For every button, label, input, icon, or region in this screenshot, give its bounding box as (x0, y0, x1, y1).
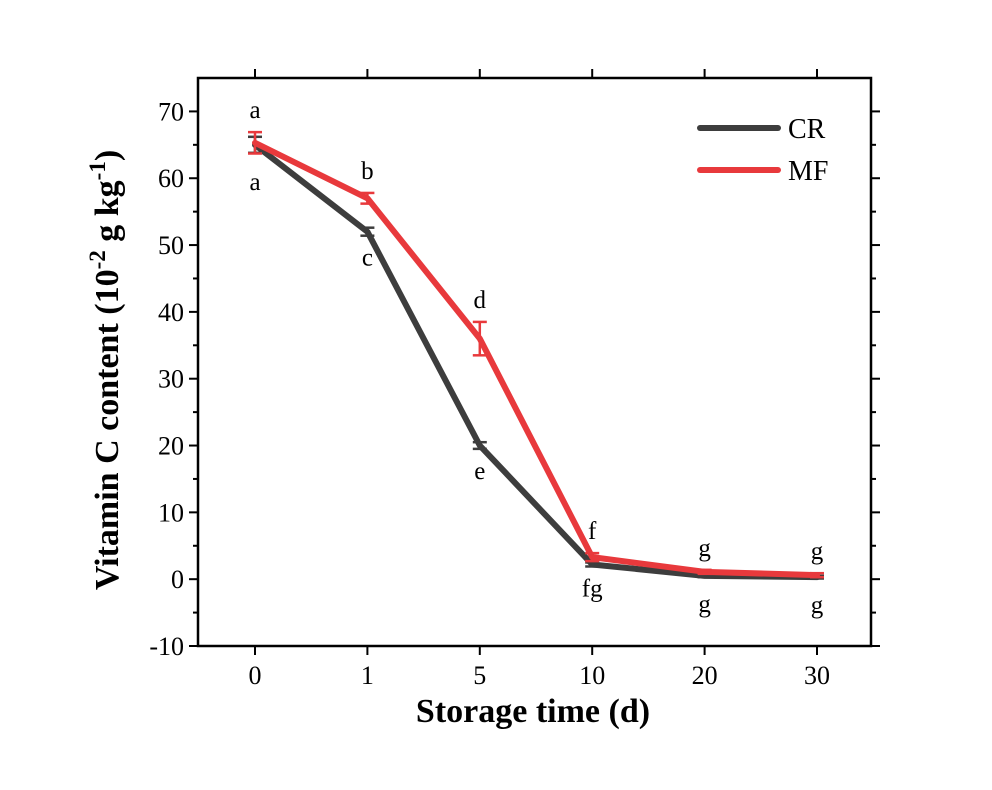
y-tick-label: 20 (158, 432, 184, 461)
axes: -10 0 10 20 30 40 50 60 70 0 1 5 10 20 30 (149, 69, 880, 690)
series-mf (248, 130, 824, 579)
error-bar (585, 551, 600, 563)
error-bar (585, 561, 600, 568)
data-point (477, 443, 483, 449)
x-tick-label: 20 (692, 661, 718, 690)
sig-label-mf: a (249, 97, 260, 124)
x-tick-label: 10 (579, 661, 605, 690)
error-bar (697, 568, 712, 576)
plot-frame (196, 76, 873, 648)
data-point (364, 195, 370, 201)
x-tick-label: 30 (804, 661, 830, 690)
legend-item-mf: MF (697, 156, 828, 187)
sig-label-mf: d (474, 287, 487, 314)
sig-label-mf: f (588, 518, 597, 545)
sig-label-mf: g (698, 535, 711, 562)
data-point (252, 140, 258, 146)
error-bar (810, 571, 824, 579)
sig-label-cr: g (811, 592, 824, 619)
data-point (702, 569, 708, 575)
x-axis-title: Storage time (d) (416, 693, 650, 730)
y-tick-label: 40 (158, 298, 184, 327)
legend-label: MF (788, 156, 828, 187)
y-tick-label: -10 (149, 632, 184, 661)
legend-label: CR (788, 114, 826, 145)
sig-label-mf: b (361, 158, 374, 185)
sig-label-cr: a (249, 169, 260, 196)
series-layer (248, 130, 824, 581)
sig-label-mf: g (811, 538, 824, 565)
y-tick-label: 50 (158, 231, 184, 260)
x-tick-label: 1 (361, 661, 374, 690)
series-line-mf (252, 139, 820, 579)
y-tick-label: 10 (158, 498, 184, 527)
error-bar (472, 320, 487, 357)
error-bar (360, 226, 375, 237)
sig-label-cr: g (698, 591, 711, 618)
y-tick-label: 0 (171, 565, 184, 594)
data-point (589, 554, 595, 560)
y-tick-label: 30 (158, 365, 184, 394)
series-line-cr (252, 141, 820, 581)
x-tick-label: 0 (249, 661, 262, 690)
y-axis-title: Vitamin C content (10-2 g kg-1) (85, 150, 126, 590)
sig-label-cr: c (362, 245, 373, 272)
data-point (814, 572, 820, 578)
data-point (364, 229, 370, 235)
sig-label-cr: e (474, 458, 485, 485)
data-point (589, 561, 595, 567)
legend-item-cr: CR (697, 114, 826, 145)
y-tick-label: 60 (158, 164, 184, 193)
error-bar (472, 440, 487, 451)
sig-label-cr: fg (582, 575, 603, 602)
error-bar (248, 130, 262, 155)
legend: CR MF (697, 114, 828, 187)
x-tick-label: 5 (473, 661, 486, 690)
series-cr (248, 135, 824, 581)
data-point (477, 336, 483, 342)
y-tick-label: 70 (158, 97, 184, 126)
error-bar (360, 191, 375, 205)
